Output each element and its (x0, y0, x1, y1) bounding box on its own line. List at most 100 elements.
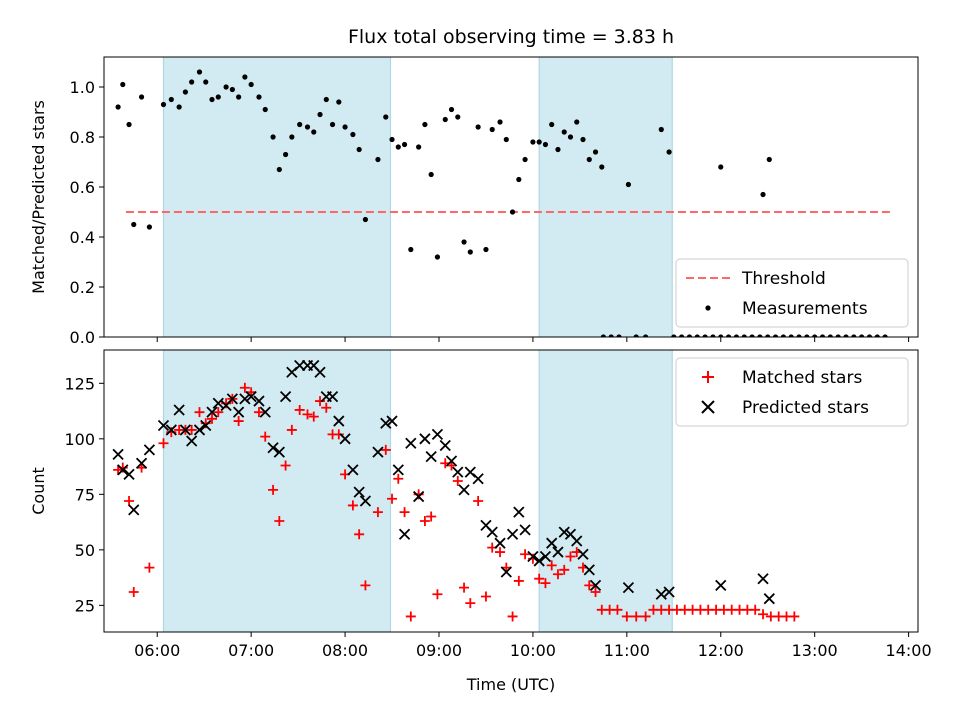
data-point (494, 537, 506, 549)
data-point (527, 550, 539, 563)
data-point (489, 126, 495, 133)
data-point (223, 84, 229, 90)
data-point (268, 484, 279, 495)
legend-swatch (705, 305, 711, 311)
data-point (389, 136, 395, 143)
data-point (203, 79, 209, 85)
data-point (347, 500, 358, 511)
data-point (179, 424, 192, 436)
data-point (333, 415, 345, 427)
data-point (128, 587, 139, 598)
data-point (239, 382, 250, 393)
data-point (480, 591, 491, 602)
data-point (584, 580, 595, 591)
data-point (546, 560, 557, 571)
data-point (819, 334, 826, 337)
data-point (126, 121, 132, 128)
observing-window (163, 350, 391, 632)
data-point (260, 431, 271, 442)
data-point (552, 569, 563, 580)
data-point (128, 504, 140, 516)
data-point (516, 176, 522, 183)
x-tick-label: 08:00 (322, 641, 368, 660)
data-point (333, 429, 344, 440)
data-point (710, 334, 716, 337)
x-tick-label: 14:00 (886, 641, 932, 660)
data-point (671, 334, 677, 337)
legend-label: Matched stars (742, 368, 862, 388)
data-point (395, 144, 401, 150)
data-point (113, 464, 124, 475)
data-point (686, 334, 693, 337)
data-point (640, 611, 651, 622)
data-point (497, 119, 503, 125)
data-point (561, 129, 567, 135)
x-tick-label: 10:00 (510, 641, 556, 660)
data-point (612, 604, 623, 615)
data-point (643, 334, 649, 337)
data-point (434, 254, 441, 260)
x-tick-label: 07:00 (228, 641, 274, 660)
data-point (304, 124, 311, 130)
data-point (663, 586, 675, 598)
data-point (718, 334, 724, 337)
data-point (679, 334, 685, 337)
legend: Matched stars Predicted stars (675, 357, 909, 427)
data-point (270, 134, 276, 140)
data-point (372, 446, 384, 458)
data-point (559, 564, 570, 575)
data-point (158, 438, 169, 449)
data-point (239, 393, 251, 405)
observing-window (163, 57, 391, 337)
data-point (380, 444, 391, 455)
data-point (405, 437, 417, 449)
data-point (459, 582, 470, 593)
data-point (506, 528, 519, 540)
data-point (399, 507, 410, 518)
data-point (253, 407, 264, 418)
plot-area (115, 69, 893, 337)
data-point (209, 96, 215, 103)
observing-window (539, 57, 673, 337)
data-point (186, 435, 198, 447)
data-point (577, 548, 589, 560)
data-point (143, 444, 156, 456)
data-point (473, 495, 484, 506)
data-point (213, 407, 224, 418)
data-point (416, 144, 422, 150)
data-point (289, 134, 295, 140)
data-point (694, 334, 700, 337)
data-point (666, 149, 672, 155)
data-point (812, 334, 818, 337)
data-point (539, 550, 552, 563)
data-point (276, 166, 282, 173)
legend-label: Predicted stars (742, 398, 869, 418)
data-point (757, 334, 763, 337)
data-point (558, 526, 570, 538)
data-point (426, 511, 437, 522)
data-point (294, 404, 305, 415)
data-point (323, 96, 329, 103)
legend-label: Threshold (741, 269, 826, 289)
data-point (362, 216, 369, 223)
data-point (176, 104, 182, 110)
data-point (146, 224, 152, 230)
data-point (215, 94, 221, 100)
data-point (342, 124, 348, 130)
data-point (256, 94, 262, 100)
data-point (445, 455, 458, 467)
data-point (186, 424, 197, 435)
data-point (500, 566, 512, 578)
y-tick-label: 0.8 (70, 128, 95, 147)
data-point (758, 609, 769, 620)
data-point (248, 81, 254, 88)
data-point (600, 334, 606, 337)
data-point (851, 334, 857, 337)
data-point (314, 366, 326, 378)
data-point (117, 464, 129, 476)
data-point (212, 397, 224, 409)
data-point (253, 395, 265, 407)
data-point (520, 549, 531, 560)
data-point (546, 537, 558, 549)
